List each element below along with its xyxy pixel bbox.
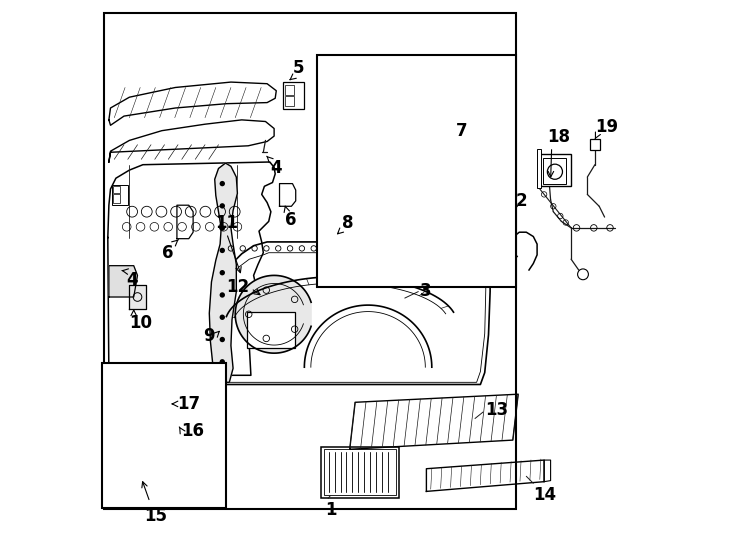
- Polygon shape: [111, 415, 178, 444]
- Bar: [104, 13, 515, 509]
- Bar: [590, 139, 600, 150]
- Text: 11: 11: [215, 214, 238, 232]
- Text: 6: 6: [162, 244, 174, 262]
- Polygon shape: [108, 454, 159, 507]
- Bar: [247, 312, 294, 348]
- Polygon shape: [177, 205, 193, 239]
- Text: 19: 19: [595, 118, 619, 136]
- Polygon shape: [108, 162, 275, 375]
- Bar: [321, 447, 399, 498]
- Bar: [324, 449, 396, 495]
- Text: 9: 9: [203, 327, 215, 345]
- Bar: [112, 185, 128, 205]
- Bar: [539, 154, 571, 186]
- Text: 16: 16: [181, 422, 204, 440]
- Circle shape: [219, 270, 225, 275]
- Circle shape: [219, 248, 225, 253]
- Bar: [543, 158, 566, 184]
- Text: 7: 7: [456, 122, 468, 140]
- Text: 1: 1: [325, 501, 336, 518]
- Text: 15: 15: [145, 507, 167, 524]
- Bar: [103, 363, 225, 508]
- Bar: [537, 149, 542, 188]
- Text: 5: 5: [292, 59, 304, 77]
- Bar: [388, 212, 407, 227]
- Circle shape: [219, 337, 225, 342]
- Polygon shape: [209, 163, 237, 382]
- Text: 17: 17: [177, 395, 200, 413]
- Polygon shape: [109, 266, 137, 297]
- Bar: [317, 55, 515, 287]
- Polygon shape: [109, 82, 276, 125]
- Bar: [285, 96, 294, 106]
- Text: 13: 13: [484, 401, 508, 420]
- Polygon shape: [544, 460, 550, 482]
- Polygon shape: [319, 231, 346, 281]
- Text: 3: 3: [420, 281, 432, 300]
- Polygon shape: [349, 394, 518, 449]
- Text: 10: 10: [129, 314, 153, 332]
- Bar: [113, 186, 120, 193]
- Bar: [388, 190, 407, 205]
- Polygon shape: [317, 57, 340, 281]
- Text: 14: 14: [534, 486, 556, 504]
- Bar: [285, 85, 294, 95]
- Text: 4: 4: [127, 271, 138, 289]
- Text: 8: 8: [341, 214, 353, 232]
- Circle shape: [219, 314, 225, 320]
- Text: 18: 18: [547, 128, 570, 146]
- Polygon shape: [129, 285, 145, 309]
- Text: 2: 2: [515, 192, 527, 210]
- Polygon shape: [220, 242, 490, 384]
- Circle shape: [219, 226, 225, 231]
- Circle shape: [219, 359, 225, 364]
- Polygon shape: [426, 460, 544, 491]
- Polygon shape: [236, 275, 311, 353]
- Circle shape: [219, 203, 225, 208]
- Bar: [283, 82, 304, 109]
- Polygon shape: [344, 57, 357, 281]
- Bar: [388, 168, 407, 184]
- Circle shape: [219, 292, 225, 298]
- Bar: [113, 194, 120, 202]
- Polygon shape: [119, 397, 167, 411]
- Text: 4: 4: [270, 159, 281, 177]
- Text: 6: 6: [285, 211, 297, 228]
- Polygon shape: [109, 120, 274, 162]
- Polygon shape: [372, 65, 382, 281]
- Text: 12: 12: [226, 278, 250, 296]
- Circle shape: [219, 181, 225, 186]
- Polygon shape: [280, 184, 296, 206]
